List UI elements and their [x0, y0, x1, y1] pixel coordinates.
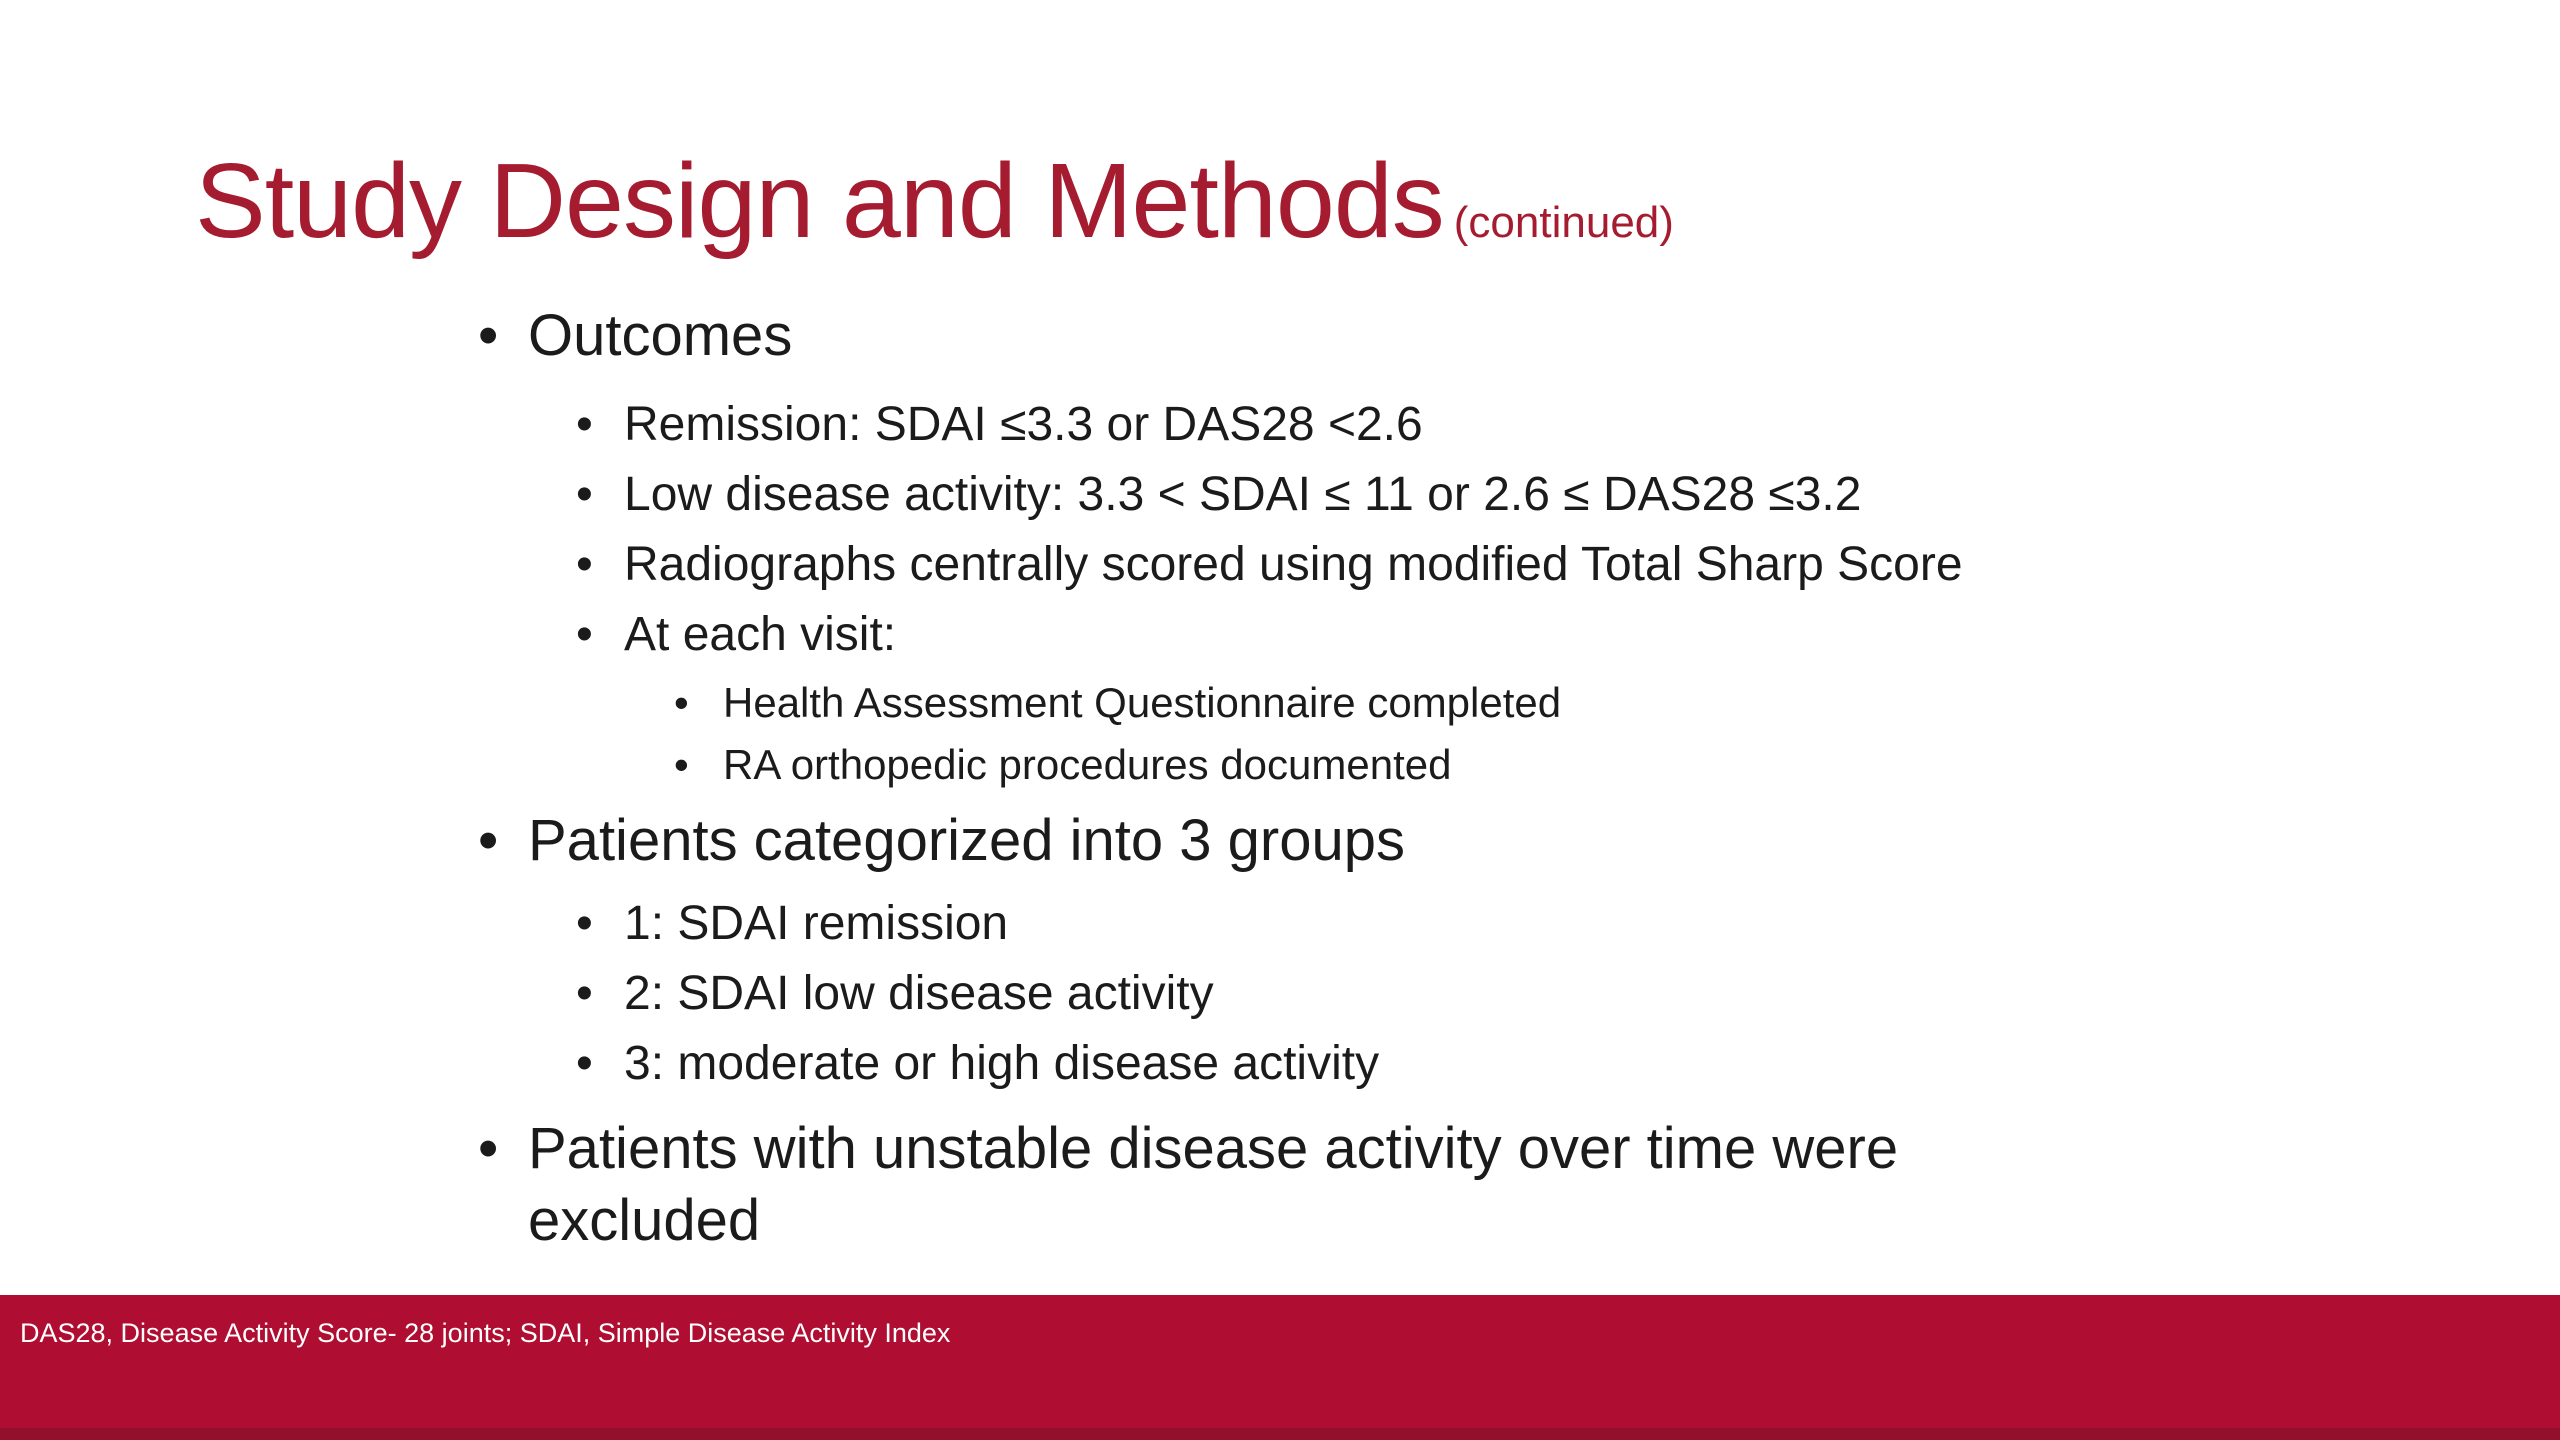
bullet: •: [576, 897, 593, 950]
bullet-list-container: • Outcomes • Remission: SDAI ≤3.3 or DAS…: [460, 300, 2090, 1257]
bullet: •: [674, 679, 689, 726]
bullet: •: [576, 608, 593, 661]
slide-title-text: Study Design and Methods: [195, 142, 1445, 260]
footer-abbreviations-text: DAS28, Disease Activity Score- 28 joints…: [20, 1318, 951, 1348]
footer-bar: DAS28, Disease Activity Score- 28 joints…: [0, 1295, 2560, 1440]
bullet: •: [576, 398, 593, 451]
list-item: • Outcomes: [460, 300, 2090, 372]
bullet: •: [674, 741, 689, 788]
list-item: • 1: SDAI remission: [460, 889, 2090, 959]
list-item: • At each visit:: [460, 600, 2090, 670]
list-item-text: 1: SDAI remission: [624, 897, 1009, 950]
bullet: •: [576, 468, 593, 521]
bullet: •: [576, 1037, 593, 1090]
list-item-text: 2: SDAI low disease activity: [624, 967, 1214, 1020]
bullet-list: • Outcomes • Remission: SDAI ≤3.3 or DAS…: [460, 300, 2090, 1257]
list-item: • Remission: SDAI ≤3.3 or DAS28 <2.6: [460, 390, 2090, 460]
list-item-text: Radiographs centrally scored using modif…: [624, 538, 1963, 591]
slide-title-suffix: (continued): [1453, 198, 1674, 247]
bullet: •: [478, 808, 499, 873]
list-item-text: Remission: SDAI ≤3.3 or DAS28 <2.6: [624, 398, 1423, 451]
list-item-text: At each visit:: [624, 608, 897, 661]
bullet: •: [576, 967, 593, 1020]
list-item-text: Low disease activity: 3.3 < SDAI ≤ 11 or…: [624, 468, 1862, 521]
list-item: • Radiographs centrally scored using mod…: [460, 530, 2090, 600]
list-item-text: Outcomes: [528, 303, 793, 368]
list-item: • 3: moderate or high disease activity: [460, 1029, 2090, 1099]
list-item: • 2: SDAI low disease activity: [460, 959, 2090, 1029]
list-item-text: Health Assessment Questionnaire complete…: [723, 679, 1562, 726]
list-item-text: Patients with unstable disease activity …: [528, 1116, 1899, 1253]
bullet: •: [478, 1116, 499, 1181]
list-item: • Patients with unstable disease activit…: [460, 1113, 2090, 1257]
list-item: • RA orthopedic procedures documented: [460, 734, 2090, 796]
list-item-text: Patients categorized into 3 groups: [528, 808, 1405, 873]
list-item: • Low disease activity: 3.3 < SDAI ≤ 11 …: [460, 460, 2090, 530]
list-item: • Patients categorized into 3 groups: [460, 805, 2090, 877]
list-item-text: 3: moderate or high disease activity: [624, 1037, 1380, 1090]
list-item: • Health Assessment Questionnaire comple…: [460, 672, 2090, 734]
bullet: •: [478, 303, 499, 368]
slide-title: Study Design and Methods (continued): [195, 148, 1674, 254]
footer-bottom-edge: [0, 1428, 2560, 1440]
bullet: •: [576, 538, 593, 591]
list-item-text: RA orthopedic procedures documented: [723, 741, 1452, 788]
